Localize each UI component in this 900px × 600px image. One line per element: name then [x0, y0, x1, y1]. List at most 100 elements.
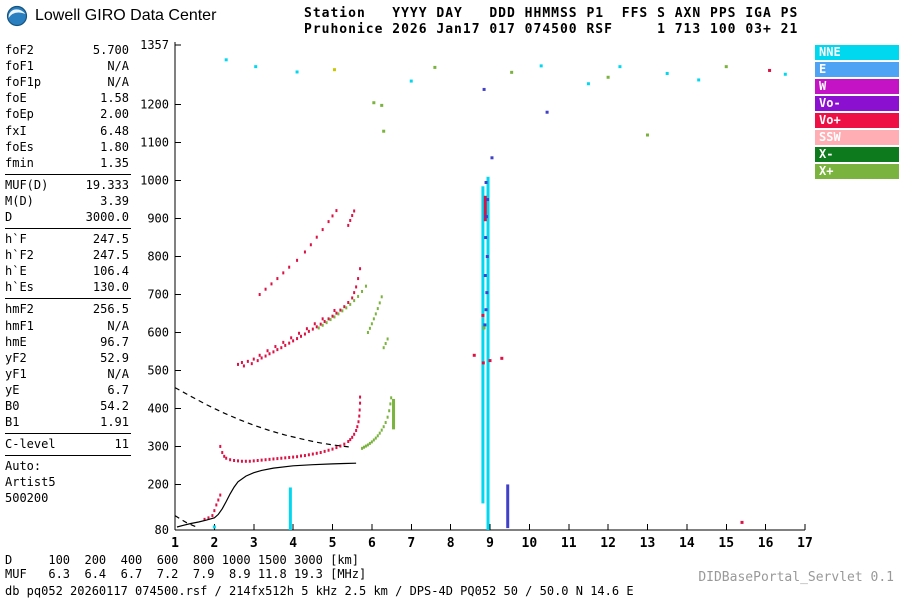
interference-vlines — [288, 176, 510, 530]
param-label: D — [5, 209, 13, 224]
param-value: 11 — [114, 437, 129, 452]
y-tick-label: 600 — [147, 326, 169, 340]
param-label: foEs — [5, 139, 34, 154]
param-label: 500200 — [5, 491, 49, 506]
param-row: M(D) 3.39 — [5, 193, 129, 209]
param-value: 5.700 — [92, 43, 129, 58]
series-x-trace-f-region — [361, 396, 393, 450]
param-row: h`F 247.5 — [5, 231, 129, 247]
param-row: h`Es 130.0 — [5, 279, 129, 295]
y-tick-label: 1357 — [140, 38, 169, 52]
station-header: Station YYYY DAY DDD HHMMSS P1 FFS S AXN… — [304, 6, 798, 38]
param-label: fmin — [5, 155, 34, 170]
param-label: B0 — [5, 399, 20, 414]
param-row: foEs 1.80 — [5, 139, 129, 155]
series-x-trace-second-hop — [317, 284, 389, 350]
param-label: MUF(D) — [5, 177, 49, 192]
param-row: foF1p N/A — [5, 74, 129, 90]
param-row: yE 6.7 — [5, 382, 129, 398]
panel-separator — [5, 228, 131, 230]
y-tick-label: 400 — [147, 401, 169, 415]
param-value: 19.333 — [85, 177, 129, 192]
x-tick-label: 15 — [718, 536, 734, 551]
panel-separator — [5, 433, 131, 435]
param-row: h`E 106.4 — [5, 263, 129, 279]
param-label: yE — [5, 382, 20, 397]
y-tick-label: 300 — [147, 439, 169, 453]
noise-dots — [212, 58, 787, 529]
param-value: 247.5 — [92, 232, 129, 247]
param-row: foEp 2.00 — [5, 106, 129, 122]
y-tick-label: 700 — [147, 288, 169, 302]
legend-item-vo: Vo- — [815, 96, 899, 111]
panel-separator — [5, 298, 131, 300]
param-label: B1 — [5, 415, 20, 430]
param-row: 500200 — [5, 490, 129, 506]
param-label: M(D) — [5, 193, 34, 208]
param-row: B0 54.2 — [5, 398, 129, 414]
param-label: foE — [5, 91, 27, 106]
param-row: D 3000.0 — [5, 209, 129, 225]
station-header-line2: Pruhonice 2026 Jan17 017 074500 RSF 1 71… — [304, 22, 799, 37]
param-row: foF1 N/A — [5, 58, 129, 74]
param-label: h`Es — [5, 280, 34, 295]
param-value: 96.7 — [100, 334, 129, 349]
param-label: C-level — [5, 437, 56, 452]
brand-title: Lowell GIRO Data Center — [35, 7, 217, 24]
param-value: 1.91 — [100, 415, 129, 430]
x-tick-label: 3 — [250, 536, 258, 551]
param-label: h`F2 — [5, 248, 34, 263]
param-value: N/A — [107, 366, 129, 381]
panel-separator — [5, 173, 131, 175]
param-row: fmin 1.35 — [5, 155, 129, 171]
param-label: Artist5 — [5, 475, 56, 490]
x-tick-label: 6 — [368, 536, 376, 551]
y-tick-label: 80 — [155, 523, 169, 537]
x-tick-label: 4 — [289, 536, 297, 551]
param-row: hmF2 256.5 — [5, 301, 129, 317]
y-tick-label: 1000 — [140, 174, 169, 188]
y-tick-label: 1200 — [140, 98, 169, 112]
legend-item-x: X- — [815, 147, 899, 162]
param-label: foF2 — [5, 43, 34, 58]
param-value: 256.5 — [92, 302, 129, 317]
param-row: yF1 N/A — [5, 366, 129, 382]
x-tick-label: 12 — [600, 536, 616, 551]
parameter-panel: foF2 5.700 foF1 N/A foF1p N/A foE 1.58 foEp 2.00 f… — [5, 42, 131, 507]
x-tick-label: 7 — [407, 536, 415, 551]
param-value: 3.39 — [100, 193, 129, 208]
series-valley-dashed-segment — [174, 515, 199, 529]
param-label: Auto: — [5, 459, 42, 474]
x-tick-label: 11 — [561, 536, 577, 551]
param-label: hmF1 — [5, 318, 34, 333]
param-value: 1.35 — [100, 155, 129, 170]
x-tick-label: 13 — [640, 536, 656, 551]
brand: Lowell GIRO Data Center — [6, 5, 216, 27]
param-label: fxI — [5, 123, 27, 138]
x-tick-label: 14 — [679, 536, 695, 551]
axes — [174, 42, 806, 531]
legend-item-ssw: SSW — [815, 130, 899, 145]
x-tick-label: 1 — [171, 536, 179, 551]
param-value: 6.7 — [107, 382, 129, 397]
param-label: yF1 — [5, 366, 27, 381]
series-true-height-profile — [176, 462, 357, 528]
servlet-watermark: DIDBasePortal_Servlet 0.1 — [698, 570, 894, 585]
param-row: foF2 5.700 — [5, 42, 129, 58]
x-tick-label: 5 — [329, 536, 337, 551]
param-value: N/A — [107, 59, 129, 74]
param-row: yF2 52.9 — [5, 350, 129, 366]
param-label: foF1p — [5, 75, 42, 90]
param-value: 130.0 — [92, 280, 129, 295]
param-row: B1 1.91 — [5, 414, 129, 430]
x-tick-label: 2 — [210, 536, 218, 551]
legend-item-e: E — [815, 62, 899, 77]
legend-item-vo: Vo+ — [815, 113, 899, 128]
series-e-region-echoes — [203, 493, 222, 521]
panel-separator — [5, 455, 131, 457]
param-row: foE 1.58 — [5, 90, 129, 106]
x-tick-label: 16 — [758, 536, 774, 551]
param-value: N/A — [107, 75, 129, 90]
param-value: 3000.0 — [85, 209, 129, 224]
